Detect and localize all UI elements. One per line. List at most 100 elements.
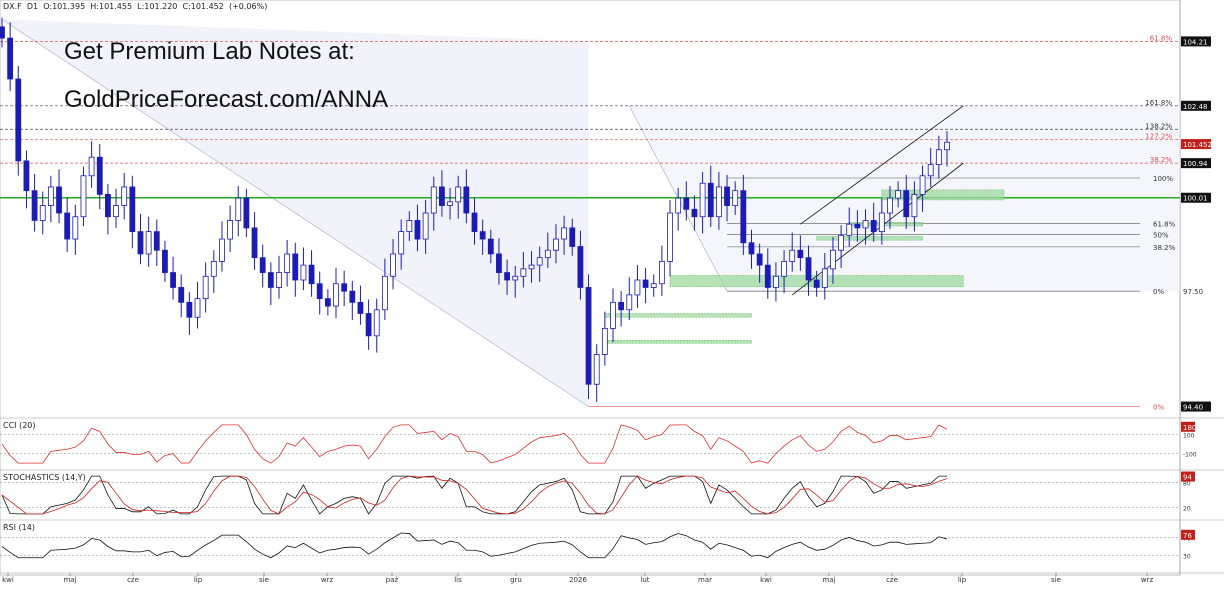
candle-body bbox=[496, 253, 502, 273]
candle-body bbox=[56, 186, 62, 214]
candle-body bbox=[47, 186, 54, 206]
level-label: 38.2% bbox=[1150, 156, 1173, 164]
candle-body bbox=[520, 268, 527, 277]
candle-body bbox=[39, 205, 46, 221]
candle-body bbox=[324, 298, 331, 307]
demand-zone bbox=[604, 340, 752, 344]
candle-body bbox=[357, 301, 364, 314]
candle-body bbox=[911, 193, 918, 218]
x-tick-label: wrz bbox=[1141, 576, 1154, 584]
rsi-title: RSI (14) bbox=[3, 523, 35, 532]
candle-body bbox=[813, 279, 820, 288]
symbol-header: DX.F D1 O:101.395 H:101.455 L:101.220 C:… bbox=[3, 2, 267, 11]
level-label: 127.2% bbox=[1145, 133, 1172, 141]
candle-body bbox=[276, 272, 282, 288]
candle-body bbox=[80, 175, 87, 218]
downtrend-line bbox=[1, 19, 589, 407]
candle-body bbox=[210, 260, 217, 277]
close-value: C:101.452 bbox=[182, 2, 224, 11]
low-value: L:101.220 bbox=[137, 2, 178, 11]
candle-body bbox=[740, 190, 747, 244]
candle-body bbox=[235, 197, 242, 221]
candle-body bbox=[178, 287, 185, 303]
candle-body bbox=[585, 287, 592, 385]
price-tick: 94.40 bbox=[1183, 404, 1203, 412]
candle-body bbox=[569, 227, 576, 247]
candle-body bbox=[862, 220, 869, 229]
candle-body bbox=[675, 197, 682, 214]
cci-line bbox=[1, 424, 948, 464]
candle-body bbox=[764, 264, 771, 288]
x-tick-label: lut bbox=[640, 576, 649, 584]
candle-body bbox=[715, 186, 722, 218]
candle-body bbox=[838, 234, 844, 251]
candle-body bbox=[455, 186, 462, 203]
x-tick-label: maj bbox=[63, 576, 76, 584]
candle-body bbox=[870, 220, 877, 233]
candle-body bbox=[748, 242, 755, 255]
oscillator-tick: -100 bbox=[1183, 452, 1197, 459]
candle-body bbox=[610, 301, 616, 329]
candle-body bbox=[243, 197, 250, 229]
x-tick-label: mar bbox=[698, 576, 712, 584]
candle-body bbox=[773, 275, 779, 288]
fib-label: 0% bbox=[1153, 288, 1164, 296]
candle-body bbox=[373, 309, 380, 337]
candle-body bbox=[194, 298, 201, 318]
candle-body bbox=[15, 78, 22, 162]
candle-body bbox=[316, 283, 323, 300]
oscillator-tick: 100 bbox=[1183, 432, 1195, 439]
candle-body bbox=[202, 275, 209, 300]
candle-body bbox=[121, 186, 128, 206]
oscillator-last-value: 76 bbox=[1183, 532, 1192, 540]
stochastics-title: STOCHASTICS (14,Y) bbox=[3, 473, 86, 482]
price-tag-bg bbox=[1181, 100, 1211, 111]
candle-body bbox=[683, 197, 690, 210]
candle-body bbox=[878, 212, 885, 233]
candle-body bbox=[259, 257, 266, 273]
candle-body bbox=[0, 26, 5, 39]
fib-label: 61.8% bbox=[1153, 220, 1176, 228]
price-tick: 102.48 bbox=[1183, 103, 1208, 111]
candle-body bbox=[487, 238, 494, 255]
fib-label: 100% bbox=[1153, 175, 1173, 183]
oscillator-value-bg bbox=[1181, 529, 1195, 540]
candle-body bbox=[944, 141, 950, 151]
candle-body bbox=[72, 216, 79, 240]
candle-body bbox=[561, 227, 568, 240]
candle-body bbox=[642, 279, 649, 288]
candle-body bbox=[789, 249, 796, 262]
candle-body bbox=[691, 208, 698, 218]
candle-body bbox=[390, 253, 396, 277]
price-tick: 104.21 bbox=[1183, 38, 1208, 46]
candle-body bbox=[601, 327, 608, 355]
x-tick-label: sie bbox=[259, 576, 269, 584]
level-label: 138.2% bbox=[1145, 122, 1172, 130]
candle-body bbox=[406, 220, 413, 233]
high-value: H:101.455 bbox=[90, 2, 133, 11]
oscillator-tick: 20 bbox=[1183, 506, 1191, 513]
candle-body bbox=[308, 264, 315, 285]
candle-body bbox=[756, 253, 763, 266]
candle-body bbox=[471, 212, 478, 233]
rsi-line bbox=[1, 532, 948, 559]
price-tag-bg bbox=[1181, 36, 1211, 47]
candle-body bbox=[267, 272, 274, 288]
price-tag-bg bbox=[1181, 158, 1211, 169]
candle-body bbox=[284, 253, 291, 273]
candle-body bbox=[854, 223, 861, 229]
promo-line-1: Get Premium Lab Notes at: bbox=[64, 38, 355, 65]
promo-link[interactable]: GoldPriceForecast.com/ANNA bbox=[64, 86, 389, 113]
fib-label: 0% bbox=[1153, 404, 1164, 412]
candle-body bbox=[577, 246, 584, 288]
candle-body bbox=[667, 212, 673, 262]
candle-body bbox=[170, 272, 176, 288]
oscillator-tick: 80 bbox=[1183, 480, 1191, 487]
candle-body bbox=[512, 275, 519, 281]
candle-body bbox=[903, 190, 910, 218]
candle-body bbox=[919, 175, 926, 195]
price-tick: 100.94 bbox=[1183, 160, 1208, 168]
candle-body bbox=[447, 201, 453, 206]
